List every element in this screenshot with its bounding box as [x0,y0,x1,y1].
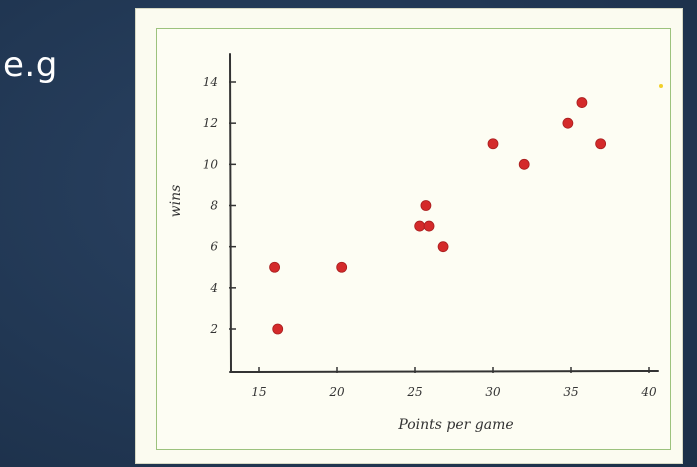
x-tick-label: 20 [328,385,345,399]
scatter-chart: 15 20 25 30 35 40 2 4 6 8 10 12 14 Points per game w… [168,53,663,433]
y-axis-line [229,53,232,373]
chart-card: 15 20 25 30 35 40 2 4 6 8 10 12 14 Points per game w… [135,8,683,464]
x-axis-title: Points per game [397,417,513,433]
data-point [272,323,284,335]
data-point [518,158,530,170]
x-tick-label: 40 [640,385,657,399]
data-point [487,138,499,150]
data-point [423,220,435,232]
x-tick-label: 15 [251,385,266,399]
x-tick-label: 30 [485,385,501,399]
y-tick-label: 4 [209,281,218,295]
slide-label: e.g [3,45,58,85]
y-tick-label: 10 [203,157,219,171]
data-point [576,97,588,108]
ticks: 15 20 25 30 35 40 2 4 6 8 10 12 14 [203,75,657,399]
axes [229,53,659,373]
y-tick-label: 8 [210,199,218,213]
y-tick-label: 6 [210,240,218,254]
data-point [595,138,607,150]
x-tick-label: 25 [406,385,422,399]
y-tick-label: 2 [209,322,218,336]
x-axis-line [229,370,659,373]
data-point [562,117,574,129]
data-point [437,241,449,253]
data-point [414,220,426,232]
x-tick-label: 35 [563,385,578,399]
data-point [336,261,348,273]
data-points [269,84,663,335]
y-tick-label: 12 [203,116,218,130]
data-point [420,200,432,211]
accent-dot [659,84,663,88]
y-axis-title: wins [168,185,184,218]
data-point [269,261,281,273]
y-tick-label: 14 [203,75,218,89]
